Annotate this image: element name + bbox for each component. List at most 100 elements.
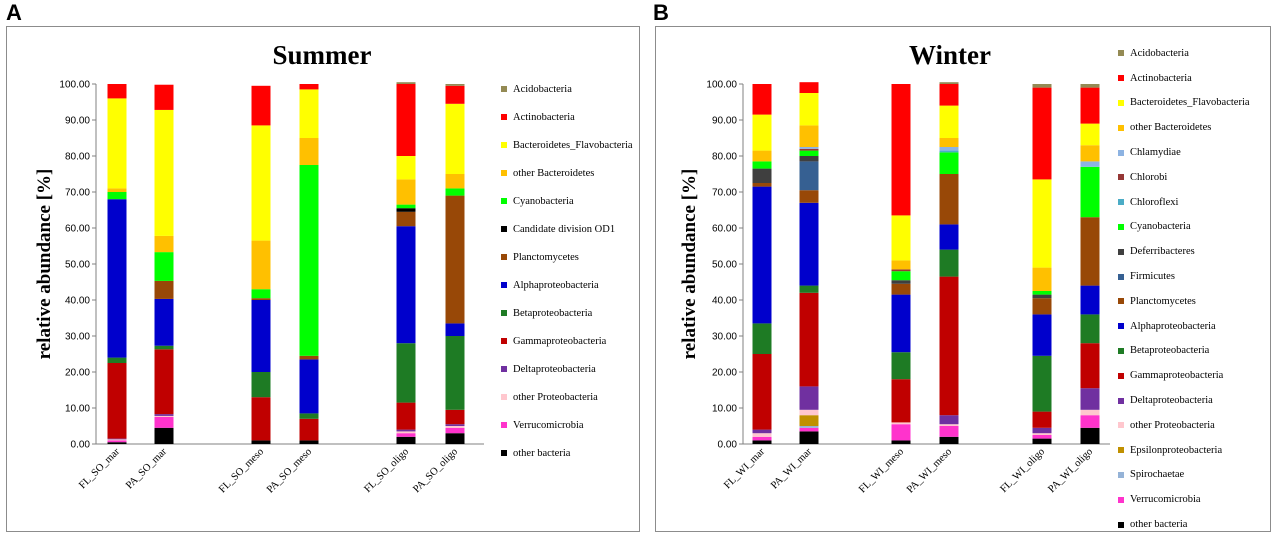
winter-bar-fl-wi-meso-other-bacteroidetes [891, 260, 911, 270]
legend-swatch [1118, 397, 1124, 404]
legend-label: Planctomycetes [513, 251, 579, 263]
legend-label: Gammaproteobacteria [1130, 370, 1224, 382]
summer-bar-fl-so-meso-alphaproteobacteria [251, 300, 271, 372]
winter-legend-item-chlamydiae: Chlamydiae [1118, 140, 1250, 165]
winter-bar-pa-wi-oligo-other-bacteria [1080, 427, 1100, 444]
legend-label: Acidobacteria [1130, 47, 1189, 59]
summer-bar-pa-so-mar-bacteroidetes-flavobacteria [154, 109, 174, 236]
winter-bar-pa-wi-mar-deferribacteres [799, 156, 819, 162]
winter-bar-fl-wi-oligo-other-proteobacteria [1032, 433, 1052, 435]
winter-bar-pa-wi-mar-epsilonproteobacteria [799, 415, 819, 426]
summer-y-tick-label: 60.00 [65, 224, 90, 235]
winter-bar-fl-wi-oligo-actinobacteria [1032, 87, 1052, 180]
winter-legend-item-alphaproteobacteria: Alphaproteobacteria [1118, 314, 1250, 339]
winter-bar-pa-wi-mar-bacteroidetes-flavobacteria [799, 93, 819, 126]
summer-bar-fl-so-oligo-candidate-division-od1 [396, 208, 416, 212]
winter-bar-pa-wi-mar-betaproteobacteria [799, 285, 819, 293]
legend-label: Actinobacteria [513, 111, 575, 123]
legend-label: Actinobacteria [1130, 72, 1192, 84]
legend-label: Alphaproteobacteria [513, 279, 599, 291]
summer-bar-pa-so-oligo-gammaproteobacteria [445, 409, 465, 425]
winter-legend-item-other-bacteroidetes: other Bacteroidetes [1118, 115, 1250, 140]
winter-bar-pa-wi-meso-deltaproteobacteria [939, 415, 959, 425]
winter-bar-pa-wi-oligo-verrucomicrobia [1080, 415, 1100, 428]
summer-bar-pa-so-mar-other-bacteria [154, 427, 174, 444]
legend-swatch [1118, 471, 1124, 478]
winter-bar-pa-wi-oligo-chlamydiae [1080, 161, 1100, 167]
legend-label: other bacteria [1130, 519, 1188, 531]
summer-bar-fl-so-mar-cyanobacteria [107, 192, 127, 200]
winter-y-axis-label: relative abundance [%] [679, 169, 700, 360]
summer-legend-item-actinobacteria: Actinobacteria [501, 103, 633, 131]
summer-y-tick-label: 50.00 [65, 260, 90, 271]
summer-bar-fl-so-meso-gammaproteobacteria [251, 397, 271, 441]
winter-bar-fl-wi-mar-bacteroidetes-flavobacteria [752, 114, 772, 151]
winter-bar-fl-wi-oligo-other-bacteria [1032, 438, 1052, 444]
legend-swatch [1118, 50, 1124, 57]
summer-bar-fl-so-meso-cyanobacteria [251, 289, 271, 299]
winter-bar-pa-wi-meso-betaproteobacteria [939, 249, 959, 277]
winter-legend-item-chlorobi: Chlorobi [1118, 165, 1250, 190]
legend-swatch [501, 114, 507, 120]
winter-chart: Winter relative abundance [%] 0.00 10.00 20.… [655, 26, 1271, 532]
winter-bar-pa-wi-oligo-acidobacteria [1080, 84, 1100, 88]
summer-bar-pa-so-oligo-actinobacteria [445, 85, 465, 104]
winter-bar-pa-wi-mar-other-bacteroidetes [799, 125, 819, 147]
winter-bar-pa-wi-mar-gammaproteobacteria [799, 292, 819, 387]
legend-label: other bacteria [513, 447, 571, 459]
legend-swatch [501, 310, 507, 316]
legend-label: Betaproteobacteria [1130, 345, 1210, 357]
winter-bar-pa-wi-oligo-other-bacteroidetes [1080, 145, 1100, 162]
winter-bar-fl-wi-oligo-bacteroidetes-flavobacteria [1032, 179, 1052, 268]
summer-bar-fl-so-oligo-other-bacteria [396, 436, 416, 444]
winter-legend-item-spirochaetae: Spirochaetae [1118, 463, 1250, 488]
summer-bar-fl-so-mar-alphaproteobacteria [107, 199, 127, 358]
legend-label: Bacteroidetes_Flavobacteria [1130, 97, 1250, 109]
winter-legend-item-acidobacteria: Acidobacteria [1118, 41, 1250, 66]
legend-swatch [1118, 248, 1124, 255]
summer-y-tick-label: 70.00 [65, 188, 90, 199]
legend-label: Deltaproteobacteria [513, 363, 596, 375]
winter-bar-pa-wi-mar-alphaproteobacteria [799, 202, 819, 286]
summer-bar-pa-so-oligo-alphaproteobacteria [445, 323, 465, 336]
winter-bar-pa-wi-oligo-gammaproteobacteria [1080, 343, 1100, 389]
winter-bar-fl-wi-oligo-alphaproteobacteria [1032, 314, 1052, 356]
winter-legend: Acidobacteria Actinobacteria Bacteroidetes… [1118, 41, 1250, 537]
summer-bar-fl-so-oligo-planctomycetes [396, 211, 416, 227]
summer-bar-fl-so-meso-other-bacteroidetes [251, 240, 271, 290]
summer-bar-fl-so-oligo-betaproteobacteria [396, 343, 416, 403]
legend-label: Deltaproteobacteria [1130, 395, 1213, 407]
winter-bar-fl-wi-oligo-deltaproteobacteria [1032, 427, 1052, 434]
summer-bar-pa-so-meso-other-bacteroidetes [299, 138, 319, 165]
winter-bar-fl-wi-mar-actinobacteria [752, 84, 772, 115]
winter-bar-fl-wi-meso-other-bacteria [891, 440, 911, 444]
summer-legend-item-verrucomicrobia: Verrucomicrobia [501, 411, 633, 439]
winter-bar-fl-wi-mar-other-proteobacteria [752, 433, 772, 437]
winter-bar-fl-wi-oligo-deferribacteres [1032, 294, 1052, 299]
legend-swatch [501, 198, 507, 204]
legend-label: Betaproteobacteria [513, 307, 593, 319]
legend-swatch [1118, 149, 1124, 156]
winter-bar-pa-wi-oligo-bacteroidetes-flavobacteria [1080, 123, 1100, 146]
winter-bar-pa-wi-oligo-actinobacteria [1080, 87, 1100, 124]
winter-bar-fl-wi-mar-deferribacteres [752, 168, 772, 183]
winter-bar-fl-wi-mar-verrucomicrobia [752, 436, 772, 441]
summer-bar-pa-so-meso-cyanobacteria [299, 165, 319, 356]
winter-bar-fl-wi-meso-chlorobi [891, 269, 911, 272]
winter-legend-item-other-bacteria: other bacteria [1118, 512, 1250, 537]
winter-bar-fl-wi-meso-alphaproteobacteria [891, 294, 911, 353]
summer-bar-fl-so-mar-verrucomicrobia [107, 440, 127, 443]
legend-swatch [1118, 174, 1124, 181]
winter-bar-pa-wi-mar-planctomycetes [799, 190, 819, 203]
summer-bar-fl-so-mar-bacteroidetes-flavobacteria [107, 98, 127, 189]
summer-bar-fl-so-mar-other-bacteria [107, 442, 127, 444]
winter-bar-pa-wi-oligo-betaproteobacteria [1080, 314, 1100, 344]
summer-y-tick-label: 10.00 [65, 404, 90, 415]
panel-label-a: A [6, 0, 22, 25]
summer-bar-fl-so-oligo-bacteroidetes-flavobacteria [396, 156, 416, 180]
winter-bar-pa-wi-oligo-alphaproteobacteria [1080, 285, 1100, 315]
summer-bar-pa-so-oligo-deltaproteobacteria [445, 424, 465, 426]
winter-bar-pa-wi-mar-other-proteobacteria [799, 409, 819, 416]
summer-bar-pa-so-mar-other-proteobacteria [154, 415, 174, 417]
summer-legend-item-gammaproteobacteria: Gammaproteobacteria [501, 327, 633, 355]
